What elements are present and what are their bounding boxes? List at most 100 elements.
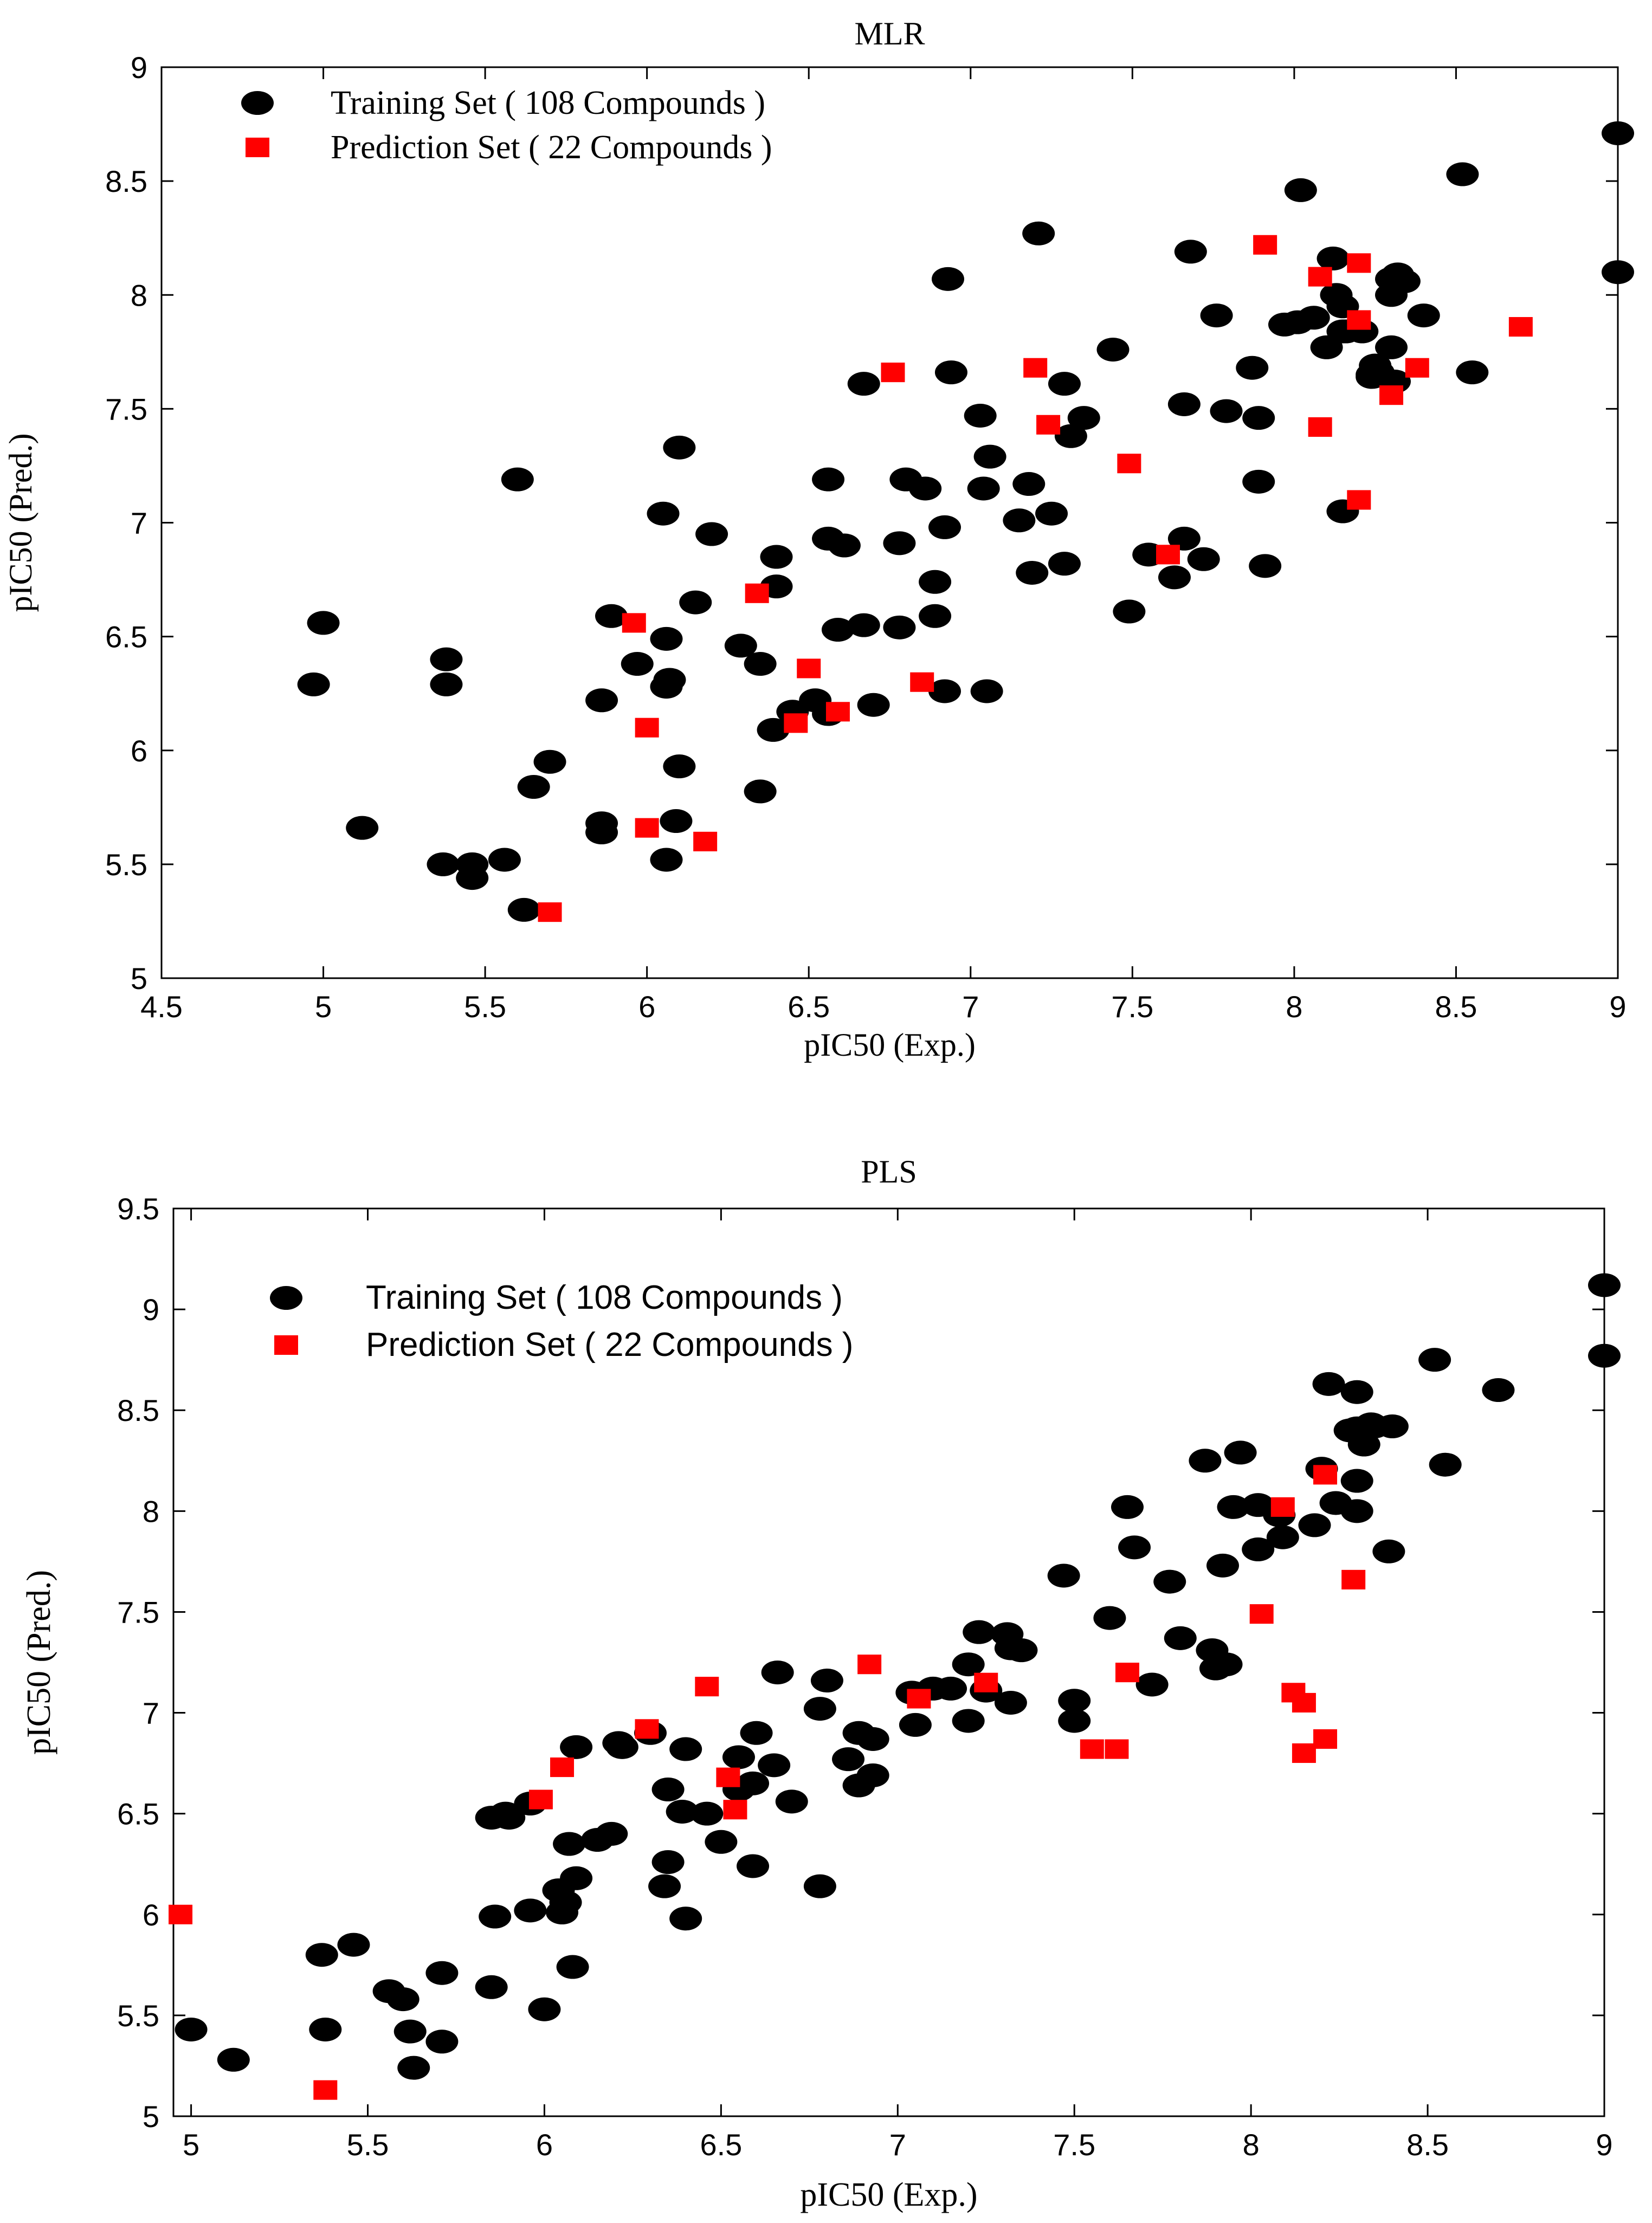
- prediction-point: [622, 613, 646, 633]
- y-tick-label: 9: [131, 50, 147, 85]
- training-point: [651, 1778, 685, 1801]
- training-point: [1588, 1273, 1621, 1297]
- prediction-point: [550, 1757, 575, 1778]
- x-tick-label: 5: [315, 990, 332, 1024]
- training-point: [857, 693, 890, 717]
- training-point: [832, 1747, 865, 1772]
- prediction-point: [313, 2080, 338, 2100]
- training-point: [812, 467, 845, 492]
- x-tick-label: 8: [1243, 2128, 1260, 2162]
- prediction-point: [784, 713, 808, 733]
- prediction-point: [538, 902, 562, 922]
- training-point: [305, 1943, 338, 1967]
- prediction-point: [974, 1672, 998, 1692]
- training-point: [175, 2017, 208, 2041]
- training-point: [307, 611, 340, 635]
- legend-circle-icon: [270, 1286, 302, 1310]
- x-tick-label: 6.5: [788, 990, 830, 1024]
- training-point: [1602, 121, 1634, 145]
- prediction-point: [1270, 1497, 1295, 1517]
- training-point: [934, 360, 967, 385]
- training-point: [963, 1620, 996, 1644]
- prediction-point: [825, 702, 850, 722]
- training-point: [1035, 501, 1068, 526]
- prediction-point: [1156, 545, 1180, 565]
- training-point: [1297, 306, 1330, 330]
- training-point: [430, 647, 463, 671]
- training-point: [1224, 1440, 1257, 1465]
- prediction-point: [857, 1655, 882, 1675]
- training-point: [1356, 363, 1389, 387]
- y-tick-label: 5: [131, 961, 147, 996]
- training-point: [669, 1737, 702, 1761]
- prediction-point: [1117, 454, 1141, 474]
- training-point: [1602, 260, 1634, 285]
- y-tick-label: 6: [143, 1898, 159, 1932]
- training-point: [1249, 554, 1282, 578]
- y-tick-label: 8.5: [105, 164, 147, 198]
- training-point: [549, 1890, 582, 1915]
- training-point: [528, 1997, 561, 2021]
- training-point: [533, 749, 566, 774]
- training-point: [514, 1898, 547, 1923]
- x-tick-label: 7: [889, 2128, 906, 2162]
- training-point: [553, 1832, 586, 1856]
- training-point: [919, 604, 952, 628]
- legend-label: Prediction Set ( 22 Compounds ): [366, 1326, 853, 1363]
- training-point: [346, 816, 379, 840]
- x-tick-label: 9: [1609, 990, 1626, 1024]
- x-tick-label: 5.5: [347, 2128, 389, 2162]
- training-point: [595, 604, 628, 628]
- training-point: [397, 2056, 430, 2080]
- prediction-point: [1105, 1739, 1129, 1759]
- prediction-point: [716, 1767, 740, 1787]
- training-point: [663, 435, 696, 460]
- training-point: [560, 1735, 593, 1759]
- training-point: [456, 866, 489, 890]
- training-point: [847, 372, 880, 396]
- training-point: [1022, 221, 1055, 245]
- training-point: [810, 1669, 843, 1692]
- legend-label: Training Set ( 108 Compounds ): [366, 1279, 843, 1316]
- y-tick-label: 9: [143, 1293, 159, 1327]
- training-point: [1003, 508, 1036, 533]
- prediction-point: [907, 1689, 931, 1709]
- training-point: [691, 1801, 724, 1826]
- prediction-point: [881, 363, 905, 383]
- training-point: [1187, 547, 1220, 571]
- legend-label: Training Set ( 108 Compounds ): [331, 85, 765, 121]
- training-point: [740, 1721, 773, 1745]
- training-point: [653, 668, 686, 692]
- training-point: [952, 1652, 985, 1677]
- prediction-point: [797, 658, 821, 678]
- prediction-point: [169, 1904, 193, 1924]
- y-tick-label: 5.5: [105, 848, 147, 882]
- legend-label: Prediction Set ( 22 Compounds ): [331, 129, 772, 166]
- legend-circle-icon: [241, 91, 274, 115]
- x-axis-label: pIC50 (Exp.): [800, 2176, 977, 2213]
- training-point: [899, 1713, 932, 1737]
- plot-frame: [172, 1207, 1605, 2117]
- prediction-point: [723, 1800, 747, 1820]
- x-tick-label: 9: [1596, 2128, 1612, 2162]
- x-tick-label: 8.5: [1435, 990, 1477, 1024]
- prediction-point: [1341, 1569, 1366, 1589]
- training-point: [679, 590, 712, 615]
- prediction-point: [528, 1789, 553, 1810]
- training-point: [1446, 162, 1479, 186]
- chart-title: PLS: [861, 1154, 917, 1190]
- training-point: [821, 618, 854, 642]
- training-point: [1388, 269, 1421, 294]
- training-point: [1016, 560, 1049, 585]
- prediction-point: [1308, 267, 1332, 287]
- series-prediction-set: [538, 235, 1533, 922]
- x-tick-label: 7.5: [1053, 2128, 1095, 2162]
- training-point: [1189, 1449, 1222, 1473]
- training-point: [847, 613, 880, 637]
- training-point: [1266, 1525, 1299, 1549]
- x-tick-label: 8.5: [1406, 2128, 1449, 2162]
- training-point: [1048, 372, 1081, 396]
- training-point: [488, 848, 521, 872]
- prediction-point: [910, 672, 934, 692]
